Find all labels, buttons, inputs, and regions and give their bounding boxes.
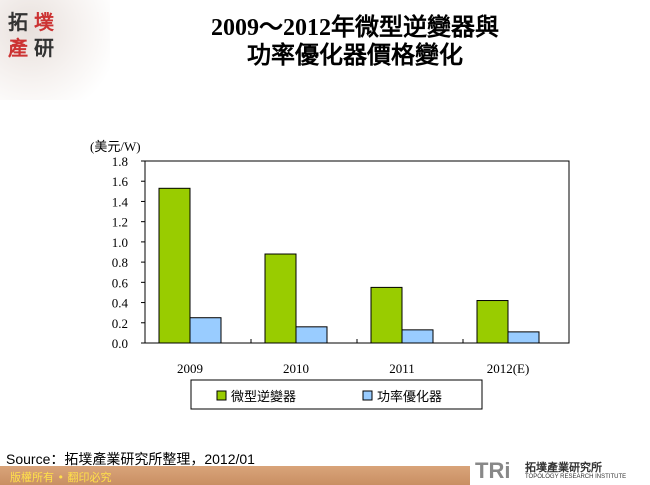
source-note: Source：拓墣產業研究所整理，2012/01 xyxy=(6,451,255,467)
logo: 拓 墣 產 研 xyxy=(0,0,110,100)
y-tick-label: 1.4 xyxy=(112,194,129,209)
x-tick-label: 2011 xyxy=(389,361,415,376)
brand-mark: TRi xyxy=(475,458,511,483)
legend-swatch xyxy=(216,390,227,401)
copyright: 版權所有 • 翻印必究 xyxy=(10,471,112,484)
y-tick-label: 0.2 xyxy=(112,316,128,331)
footer-bar: 版權所有 • 翻印必究 xyxy=(0,466,470,485)
legend xyxy=(190,379,483,410)
page-title: 2009～2012年微型逆變器與 功率優化器價格變化 xyxy=(120,14,590,70)
y-tick-label: 0.6 xyxy=(112,275,129,290)
legend-label: 功率優化器 xyxy=(377,389,442,405)
x-tick-label: 2009 xyxy=(177,361,203,376)
y-axis-label: (美元/W) xyxy=(90,139,141,154)
bar-micro-inverter-2011 xyxy=(370,286,403,344)
bar-power-optimizer-2009 xyxy=(189,317,222,344)
legend-label: 微型逆變器 xyxy=(231,389,296,405)
title-line-1: 2009～2012年微型逆變器與 xyxy=(211,15,499,41)
title-line-2: 功率優化器價格變化 xyxy=(247,43,463,69)
legend-swatch xyxy=(362,390,373,401)
y-tick-label: 0.0 xyxy=(112,336,128,351)
y-tick-label: 0.4 xyxy=(112,296,129,311)
logo-char: 研 xyxy=(34,36,54,60)
logo-char: 墣 xyxy=(34,10,54,34)
bar-power-optimizer-2010 xyxy=(295,326,328,344)
brand-name: 拓墣產業研究所 xyxy=(525,461,602,474)
bar-power-optimizer-2011 xyxy=(401,329,434,344)
bar-micro-inverter-2012(E) xyxy=(476,300,509,344)
x-tick-label: 2012(E) xyxy=(487,361,530,376)
brand-logo: TRi 拓墣產業研究所 TOPOLOGY RESEARCH INSTITUTE xyxy=(470,456,650,485)
y-tick-label: 1.0 xyxy=(112,235,128,250)
logo-char: 拓 xyxy=(8,10,28,34)
x-tick-label: 2010 xyxy=(283,361,309,376)
y-tick-label: 0.8 xyxy=(112,255,128,270)
y-tick-label: 1.8 xyxy=(112,154,128,169)
y-tick-label: 1.6 xyxy=(112,174,129,189)
bar-micro-inverter-2010 xyxy=(264,253,297,344)
bar-micro-inverter-2009 xyxy=(158,187,191,344)
bar-power-optimizer-2012(E) xyxy=(507,331,540,344)
y-tick-label: 1.2 xyxy=(112,215,128,230)
logo-char: 產 xyxy=(8,36,28,60)
brand-english: TOPOLOGY RESEARCH INSTITUTE xyxy=(525,474,627,480)
